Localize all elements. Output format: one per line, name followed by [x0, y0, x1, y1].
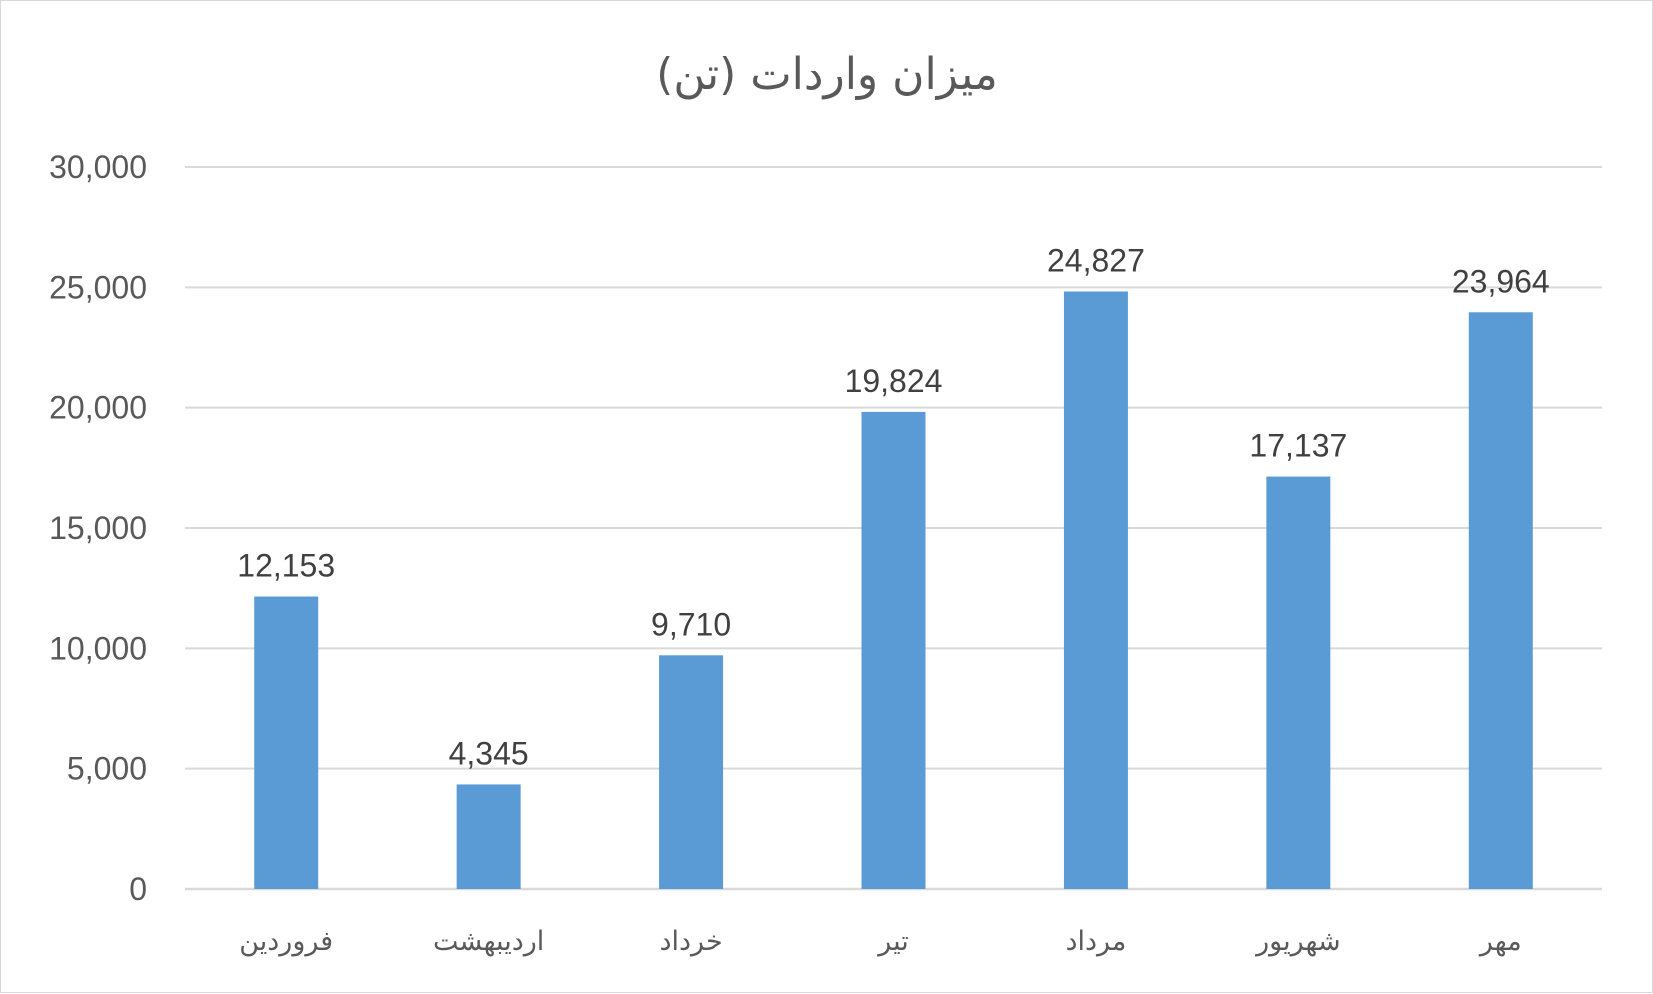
- data-label: 4,345: [449, 735, 529, 771]
- data-label: 17,137: [1249, 428, 1347, 464]
- x-axis-tick-labels: فروردین اردیبهشت خرداد تیر مرداد شهریور مهر: [239, 926, 1521, 957]
- bars: [254, 291, 1533, 890]
- bar: [659, 655, 724, 889]
- bar: [861, 411, 926, 889]
- x-tick-label: خرداد: [660, 926, 723, 957]
- data-label: 19,824: [845, 363, 943, 399]
- y-tick-label: 0: [129, 871, 147, 907]
- y-tick-label: 30,000: [49, 149, 147, 185]
- y-tick-label: 5,000: [67, 751, 147, 787]
- x-tick-label: فروردین: [239, 926, 333, 957]
- chart-title: میزان واردات (تن): [656, 49, 998, 100]
- x-tick-label: مهر: [1478, 926, 1522, 957]
- bar: [1468, 312, 1533, 890]
- bar: [1063, 291, 1128, 890]
- data-label: 9,710: [651, 606, 731, 642]
- x-tick-label: شهریور: [1254, 926, 1340, 957]
- x-tick-label: اردیبهشت: [433, 926, 544, 957]
- bar: [456, 784, 521, 889]
- x-tick-label: مرداد: [1065, 926, 1126, 957]
- y-axis-tick-labels: 0 5,000 10,000 15,000 20,000 25,000 30,000: [49, 149, 147, 907]
- y-tick-label: 10,000: [49, 630, 147, 666]
- data-label: 24,827: [1047, 242, 1145, 278]
- data-label: 23,964: [1452, 263, 1550, 299]
- x-tick-label: تیر: [876, 926, 909, 957]
- bar: [1266, 476, 1331, 889]
- gridlines: [185, 166, 1602, 891]
- data-label: 12,153: [237, 548, 335, 584]
- y-tick-label: 15,000: [49, 510, 147, 546]
- y-tick-label: 25,000: [49, 269, 147, 305]
- data-labels: 12,153 4,345 9,710 19,824 24,827 17,137 23,964: [237, 242, 1549, 771]
- bar: [254, 596, 319, 889]
- y-tick-label: 20,000: [49, 390, 147, 426]
